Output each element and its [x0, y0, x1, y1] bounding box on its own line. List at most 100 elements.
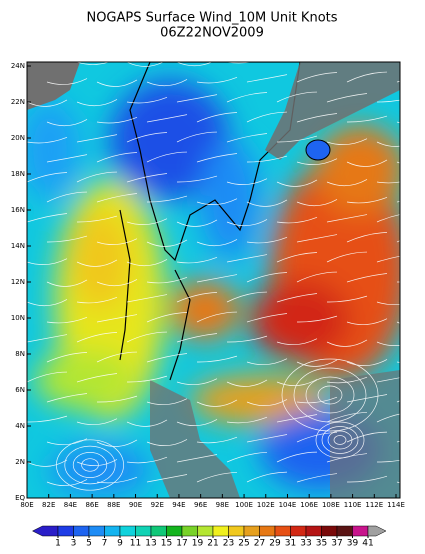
streamline	[346, 232, 388, 243]
lon-label: 106E	[300, 501, 318, 509]
vortex	[293, 367, 367, 423]
streamline	[176, 333, 218, 343]
lon-label: 82E	[42, 501, 55, 509]
streamline	[196, 77, 238, 84]
lat-label: 2N	[15, 458, 25, 466]
colorbar-swatch	[88, 525, 105, 537]
vortex	[327, 430, 353, 450]
vortex	[317, 385, 343, 405]
streamline	[277, 62, 280, 63]
streamline	[377, 62, 378, 63]
lon-label: 102E	[257, 501, 275, 509]
streamline	[76, 62, 110, 65]
streamline	[276, 252, 318, 263]
streamline	[126, 97, 168, 104]
streamline	[346, 431, 388, 443]
streamline	[246, 399, 288, 406]
streamline	[126, 132, 168, 143]
streamline	[146, 353, 188, 363]
streamline	[126, 456, 168, 464]
streamline	[226, 335, 268, 343]
streamline	[176, 131, 218, 143]
streamline	[76, 332, 118, 343]
colorbar-label: 15	[161, 539, 172, 549]
streamline	[346, 196, 388, 204]
streamline	[27, 299, 68, 306]
streamline	[326, 412, 368, 423]
streamline	[396, 80, 400, 83]
streamline	[196, 311, 238, 323]
colorbar-swatch	[57, 525, 74, 537]
vortex	[315, 421, 365, 459]
streamline	[126, 331, 168, 343]
streamline	[46, 393, 88, 403]
streamline	[276, 216, 318, 224]
lon-label: 94E	[172, 501, 185, 509]
streamline	[96, 351, 138, 363]
colorbar-label: 21	[207, 539, 218, 549]
colorbar: 1 3 5 7 9 11 13 15 17 19 21 23 25 27 29 31 33 35 37 39 41	[31, 525, 387, 549]
subtitle: 06Z22NOV2009	[160, 26, 264, 41]
streamline	[27, 334, 68, 343]
vortex	[321, 426, 359, 454]
vortex	[64, 445, 116, 485]
streamline	[196, 198, 238, 205]
streamline	[296, 199, 338, 206]
colorbar-swatch	[352, 525, 369, 537]
streamline	[296, 113, 338, 123]
streamline	[276, 293, 318, 303]
streamline	[76, 215, 118, 223]
axis-labels: EQ 2N 4N 6N 8N 10N 12N 14N 16N 18N 20N 22N 24N 80E 82E…	[11, 62, 405, 509]
streamline	[276, 451, 318, 463]
streamline	[396, 201, 400, 203]
colorbar-swatch	[336, 525, 353, 537]
colorbar-swatch	[181, 525, 198, 537]
colorbar-label: 13	[145, 539, 156, 549]
streamline	[126, 375, 168, 383]
streamline	[27, 172, 68, 183]
streamline	[96, 117, 138, 124]
streamline	[396, 161, 400, 164]
streamline	[346, 159, 388, 167]
colorbar-label: 1	[55, 539, 61, 549]
streamline	[196, 436, 238, 444]
lon-label: 86E	[85, 501, 98, 509]
streamline	[346, 273, 388, 283]
colorbar-label: 27	[254, 539, 265, 549]
streamline	[27, 258, 68, 265]
streamline	[326, 214, 368, 223]
streamline	[346, 475, 388, 483]
streamline	[346, 318, 388, 326]
streamline	[96, 395, 138, 403]
streamline	[146, 398, 188, 406]
streamline	[396, 361, 400, 363]
colorbar-swatch	[166, 525, 183, 537]
streamline	[76, 171, 118, 183]
colorbar-label: 37	[331, 539, 342, 549]
streamline	[346, 71, 388, 83]
lon-label: 96E	[194, 501, 207, 509]
streamline	[46, 154, 88, 163]
streamline	[396, 281, 400, 283]
streamline	[146, 474, 188, 483]
streamline	[396, 440, 400, 443]
lon-label: 100E	[235, 501, 253, 509]
streamline	[246, 199, 288, 207]
lon-label: 90E	[129, 501, 142, 509]
streamline	[276, 379, 318, 386]
streamline	[176, 378, 218, 386]
streamline	[226, 379, 268, 387]
streamline	[376, 99, 400, 103]
colorbar-label: 35	[316, 539, 327, 549]
streamline	[46, 479, 88, 486]
streamline	[276, 135, 318, 143]
colorbar-label: 23	[223, 539, 234, 549]
streamline	[96, 193, 138, 203]
colorbar-label: 3	[71, 539, 77, 549]
streamline	[76, 459, 118, 466]
colorbar-swatch	[73, 525, 90, 537]
streamline	[376, 301, 400, 306]
streamline	[27, 137, 68, 144]
streamline	[276, 179, 318, 187]
